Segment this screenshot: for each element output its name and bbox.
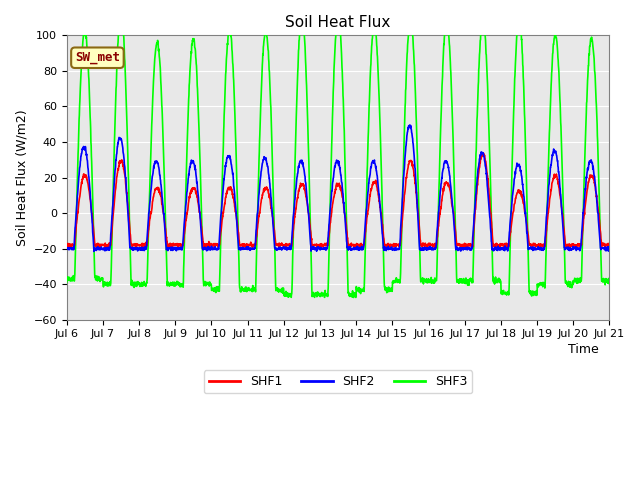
SHF2: [573, 247, 581, 252]
SHF3: [605, 275, 613, 281]
Line: SHF1: SHF1: [67, 153, 609, 248]
SHF1: [431, 245, 438, 251]
Title: Soil Heat Flux: Soil Heat Flux: [285, 15, 391, 30]
SHF2: [605, 246, 613, 252]
SHF1: [605, 242, 613, 248]
SHF1: [365, 198, 373, 204]
SHF1: [573, 242, 581, 248]
SHF1: [479, 150, 487, 156]
SHF1: [558, 207, 566, 213]
SHF3: [63, 279, 70, 285]
SHF3: [355, 288, 362, 294]
SHF1: [496, 242, 504, 248]
SHF3: [366, 85, 374, 91]
SHF2: [406, 122, 413, 128]
SHF1: [214, 243, 222, 249]
SHF3: [349, 295, 357, 300]
SHF3: [214, 286, 222, 291]
SHF2: [63, 246, 70, 252]
SHF1: [63, 241, 70, 247]
SHF3: [558, 154, 566, 160]
Line: SHF3: SHF3: [67, 13, 609, 298]
SHF2: [90, 249, 98, 254]
Y-axis label: Soil Heat Flux (W/m2): Soil Heat Flux (W/m2): [15, 109, 28, 246]
SHF2: [214, 245, 222, 251]
SHF2: [496, 245, 504, 251]
SHF2: [354, 244, 362, 250]
SHF3: [117, 11, 125, 16]
Text: SW_met: SW_met: [75, 51, 120, 64]
SHF2: [558, 211, 566, 216]
SHF3: [496, 277, 504, 283]
X-axis label: Time: Time: [568, 343, 598, 356]
Line: SHF2: SHF2: [67, 125, 609, 252]
SHF2: [366, 174, 374, 180]
SHF1: [354, 242, 362, 248]
SHF3: [573, 280, 581, 286]
Legend: SHF1, SHF2, SHF3: SHF1, SHF2, SHF3: [204, 370, 472, 393]
